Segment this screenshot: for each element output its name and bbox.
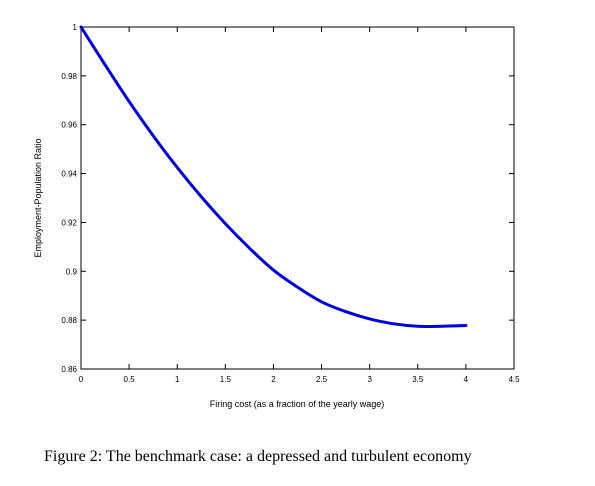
y-tick-label: 0.96 bbox=[61, 121, 77, 130]
x-tick-label: 3 bbox=[367, 375, 372, 384]
x-tick-label: 0.5 bbox=[124, 375, 136, 384]
series-line bbox=[79, 25, 468, 328]
x-tick-label: 3.5 bbox=[412, 375, 424, 384]
figure-caption: Figure 2: The benchmark case: a depresse… bbox=[44, 448, 472, 465]
x-tick-label: 4 bbox=[464, 375, 469, 384]
y-axis-title: Employment-Population Ratio bbox=[33, 138, 43, 257]
x-tick-label: 1.5 bbox=[220, 375, 232, 384]
y-axis-ticks: 0.86 0.88 0.9 0.92 0.94 0.96 0.98 1 bbox=[61, 23, 514, 374]
x-axis-ticks: 0 0.5 1 1.5 2 2.5 3 3.5 4 4.5 bbox=[79, 27, 520, 384]
x-tick-label: 2 bbox=[271, 375, 276, 384]
chart: 0 0.5 1 1.5 2 2.5 3 3.5 4 4.5 0.86 0.88 0.9 0.92 0.94… bbox=[33, 23, 520, 409]
x-tick-label: 4.5 bbox=[508, 375, 520, 384]
plot-frame bbox=[80, 26, 515, 370]
x-tick-label: 1 bbox=[175, 375, 180, 384]
y-tick-label: 1 bbox=[73, 23, 78, 32]
x-tick-label: 2.5 bbox=[316, 375, 328, 384]
y-tick-label: 0.86 bbox=[61, 365, 77, 374]
x-axis-title: Firing cost (as a fraction of the yearly… bbox=[210, 399, 385, 409]
y-tick-label: 0.88 bbox=[61, 316, 77, 325]
y-tick-label: 0.92 bbox=[61, 218, 77, 227]
x-tick-label: 0 bbox=[79, 375, 84, 384]
y-tick-label: 0.98 bbox=[61, 72, 77, 81]
y-tick-label: 0.9 bbox=[66, 267, 78, 276]
y-tick-label: 0.94 bbox=[61, 170, 77, 179]
